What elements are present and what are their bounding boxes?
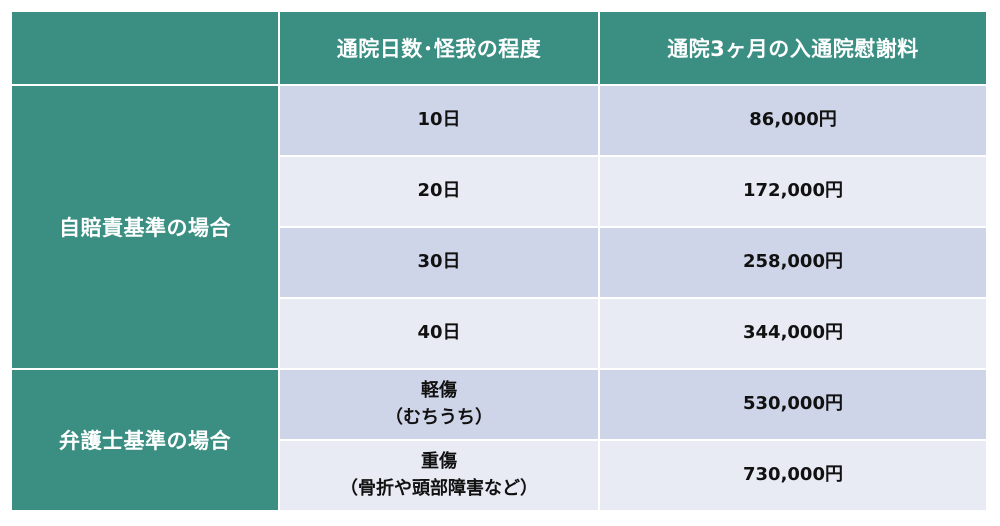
header-days-injury: 通院日数･怪我の程度 <box>278 10 600 86</box>
condition-cell: 40日 <box>278 297 600 370</box>
group-label-jibaiseki: 自賠責基準の場合 <box>10 84 280 370</box>
amount-cell: 172,000円 <box>598 155 988 228</box>
table-row: 20日 172,000円 <box>11 155 988 228</box>
condition-main: 重傷 <box>421 451 457 473</box>
condition-note: （むちうち） <box>385 406 493 428</box>
table-row: 重傷 （骨折や頭部障害など） 730,000円 <box>11 439 988 512</box>
amount-cell: 730,000円 <box>598 439 988 512</box>
amount-cell: 258,000円 <box>598 226 988 299</box>
condition-cell: 重傷 （骨折や頭部障害など） <box>278 439 600 512</box>
amount-cell: 530,000円 <box>598 368 988 441</box>
header-corner-cell <box>10 10 280 86</box>
compensation-table: 通院日数･怪我の程度 通院3ヶ月の入通院慰謝料 自賠責基準の場合 10日 86,… <box>10 10 988 512</box>
group-label-bengoshi: 弁護士基準の場合 <box>10 368 280 512</box>
table-row: 30日 258,000円 <box>11 226 988 299</box>
table-header-row: 通院日数･怪我の程度 通院3ヶ月の入通院慰謝料 <box>10 10 988 86</box>
table-row: 自賠責基準の場合 10日 86,000円 <box>10 84 988 370</box>
amount-cell: 86,000円 <box>598 84 988 157</box>
condition-cell: 10日 <box>278 84 600 157</box>
amount-cell: 344,000円 <box>598 297 988 370</box>
condition-cell: 30日 <box>278 226 600 299</box>
condition-cell: 軽傷 （むちうち） <box>278 368 600 441</box>
condition-cell: 20日 <box>278 155 600 228</box>
condition-main: 軽傷 <box>421 380 457 402</box>
header-compensation-amount: 通院3ヶ月の入通院慰謝料 <box>598 10 988 86</box>
table-row: 40日 344,000円 <box>11 297 988 370</box>
condition-note: （骨折や頭部障害など） <box>340 477 538 499</box>
table-row: 弁護士基準の場合 軽傷 （むちうち） 530,000円 <box>10 368 988 512</box>
